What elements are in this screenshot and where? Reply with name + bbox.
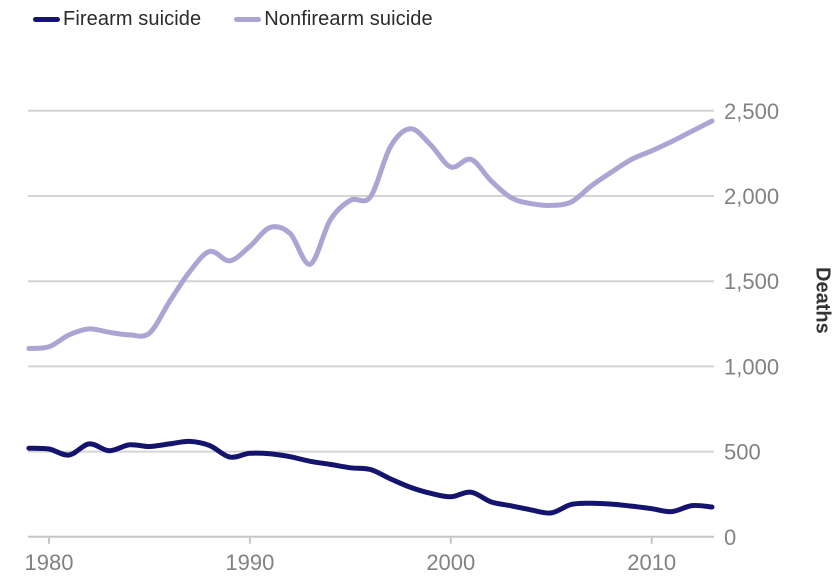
legend-swatch-nonfirearm-icon bbox=[234, 17, 262, 22]
legend-swatch-firearm-icon bbox=[33, 17, 60, 22]
legend-label-nonfirearm: Nonfirearm suicide bbox=[264, 8, 433, 30]
y-tick-label-1500: 1,500 bbox=[724, 269, 779, 294]
legend-item-nonfirearm-suicide: Nonfirearm suicide bbox=[234, 8, 433, 31]
x-tick-label-2010: 2010 bbox=[627, 550, 676, 575]
x-tick-label-2000: 2000 bbox=[426, 550, 475, 575]
y-tick-label-1000: 1,000 bbox=[724, 354, 779, 379]
y-tick-label-0: 0 bbox=[724, 525, 736, 550]
legend-label-firearm: Firearm suicide bbox=[63, 8, 202, 30]
y-axis-title: Deaths bbox=[811, 266, 834, 334]
x-tick-label-1980: 1980 bbox=[25, 550, 74, 575]
y-tick-label-500: 500 bbox=[724, 440, 761, 465]
y-tick-label-2000: 2,000 bbox=[724, 184, 779, 209]
y-tick-label-2500: 2,500 bbox=[724, 99, 779, 124]
x-tick-label-1990: 1990 bbox=[225, 550, 274, 575]
series-line-nonfirearm-suicide bbox=[26, 118, 715, 351]
legend: Firearm suicide Nonfirearm suicide bbox=[33, 8, 433, 31]
series-line-firearm-suicide bbox=[26, 438, 715, 516]
legend-item-firearm-suicide: Firearm suicide bbox=[33, 8, 201, 31]
